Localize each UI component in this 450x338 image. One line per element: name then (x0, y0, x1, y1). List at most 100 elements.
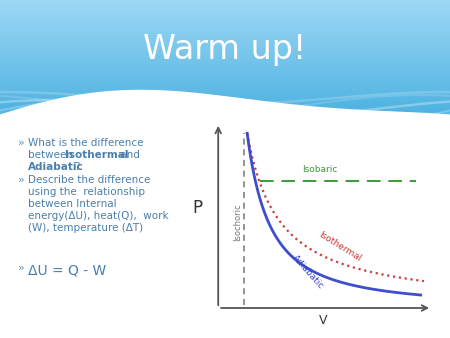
Bar (0, 33, 450, 34)
Bar (0, 10, 450, 11)
Bar (0, 12, 450, 13)
Bar (0, 82, 450, 83)
Bar (0, 34, 450, 35)
Bar (0, 105, 450, 106)
Bar (0, 103, 450, 104)
Bar (0, 20, 450, 21)
Bar (0, 13, 450, 14)
Bar (0, 21, 450, 22)
Text: energy(ΔU), heat(Q),  work: energy(ΔU), heat(Q), work (28, 211, 169, 221)
Bar (0, 52, 450, 53)
Bar (0, 56, 450, 57)
Bar (0, 18, 450, 19)
Bar (0, 91, 450, 92)
Bar (0, 47, 450, 48)
Text: V: V (319, 314, 328, 328)
Bar (0, 119, 450, 120)
Bar (0, 106, 450, 107)
Bar (0, 5, 450, 6)
Bar (0, 115, 450, 116)
Bar (0, 95, 450, 96)
Bar (0, 117, 450, 118)
Bar (0, 116, 450, 117)
Text: Adiabatic: Adiabatic (291, 253, 326, 291)
Bar (0, 30, 450, 31)
Bar (0, 100, 450, 101)
Text: using the  relationship: using the relationship (28, 187, 145, 197)
Bar (0, 76, 450, 77)
Text: Adiabatic: Adiabatic (28, 162, 84, 172)
Bar (0, 49, 450, 50)
Bar (0, 79, 450, 80)
Bar (0, 1, 450, 2)
Bar (0, 63, 450, 64)
Bar (0, 111, 450, 112)
Bar (0, 27, 450, 28)
Bar (0, 37, 450, 38)
Bar (0, 2, 450, 3)
Bar (0, 8, 450, 9)
Bar (0, 59, 450, 60)
Bar (0, 38, 450, 39)
Bar (0, 70, 450, 71)
Bar (0, 58, 450, 59)
Text: P: P (193, 199, 202, 217)
Bar (0, 65, 450, 66)
Bar (0, 92, 450, 93)
Bar (0, 25, 450, 26)
Bar (0, 88, 450, 89)
Bar (0, 55, 450, 56)
Bar (0, 64, 450, 65)
Bar (0, 118, 450, 119)
Text: between Internal: between Internal (28, 199, 117, 209)
Bar (0, 81, 450, 82)
Text: Isothermal: Isothermal (65, 150, 129, 160)
Text: and: and (117, 150, 140, 160)
Bar (0, 68, 450, 69)
Bar (0, 36, 450, 37)
Bar (0, 74, 450, 75)
Bar (0, 51, 450, 52)
Bar (0, 85, 450, 86)
Bar (0, 67, 450, 68)
Bar (0, 69, 450, 70)
Bar (0, 108, 450, 109)
Bar (0, 22, 450, 23)
Polygon shape (0, 91, 450, 338)
Bar (0, 14, 450, 15)
Bar (0, 48, 450, 49)
Bar (0, 35, 450, 36)
Text: ΔU = Q - W: ΔU = Q - W (28, 263, 106, 277)
Bar (0, 99, 450, 100)
Bar (0, 43, 450, 44)
Bar (0, 54, 450, 55)
Text: What is the difference: What is the difference (28, 138, 144, 148)
Bar (0, 101, 450, 102)
Bar (0, 44, 450, 45)
Bar (0, 109, 450, 110)
Bar (0, 26, 450, 27)
Bar (0, 71, 450, 72)
Bar (0, 83, 450, 84)
Text: Isochoric: Isochoric (234, 203, 243, 241)
Bar (0, 114, 450, 115)
Bar (0, 80, 450, 81)
Text: »: » (18, 138, 25, 148)
Bar (0, 57, 450, 58)
Bar (0, 6, 450, 7)
Bar (0, 112, 450, 113)
Text: Isothermal: Isothermal (318, 230, 363, 263)
Bar (0, 89, 450, 90)
Text: Describe the difference: Describe the difference (28, 175, 150, 185)
Bar (0, 94, 450, 95)
Bar (0, 4, 450, 5)
Bar (0, 17, 450, 18)
Bar (0, 3, 450, 4)
Bar (0, 23, 450, 24)
Text: »: » (18, 175, 25, 185)
Bar (0, 77, 450, 78)
Text: ?: ? (74, 162, 80, 172)
Bar (0, 29, 450, 30)
Bar (0, 97, 450, 98)
Bar (0, 45, 450, 46)
